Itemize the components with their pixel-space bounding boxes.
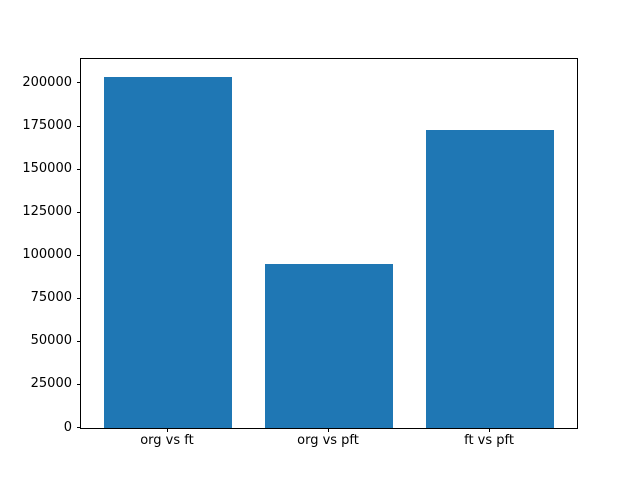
- x-tick-label-org-vs-pft: org vs pft: [297, 433, 359, 448]
- y-tick-mark: [77, 125, 81, 127]
- y-tick-label: 75000: [30, 290, 72, 306]
- x-tick-label-org-vs-ft: org vs ft: [140, 433, 194, 448]
- y-tick-mark: [77, 383, 81, 385]
- y-tick-label: 175000: [22, 118, 72, 134]
- x-tick-mark: [489, 428, 491, 432]
- bar-ft-vs-pft: [425, 129, 555, 428]
- y-tick-mark: [77, 340, 81, 342]
- y-tick-mark: [77, 297, 81, 299]
- y-tick-label: 25000: [30, 376, 72, 392]
- y-tick-mark: [77, 211, 81, 213]
- y-tick-label: 125000: [22, 204, 72, 220]
- bar-org-vs-ft: [103, 76, 233, 428]
- bar-org-vs-pft: [264, 264, 394, 428]
- y-tick-mark: [77, 82, 81, 84]
- y-tick-label: 0: [63, 419, 72, 435]
- y-tick-mark: [77, 168, 81, 170]
- y-tick-label: 200000: [22, 74, 72, 90]
- y-tick-mark: [77, 427, 81, 428]
- y-tick-label: 100000: [22, 247, 72, 263]
- plot-area: [80, 58, 578, 429]
- x-tick-mark: [166, 428, 168, 432]
- y-tick-label: 150000: [22, 161, 72, 177]
- x-tick-label-ft-vs-pft: ft vs pft: [464, 433, 514, 448]
- y-tick-mark: [77, 254, 81, 256]
- x-tick-mark: [328, 428, 329, 432]
- y-tick-label: 50000: [30, 333, 72, 349]
